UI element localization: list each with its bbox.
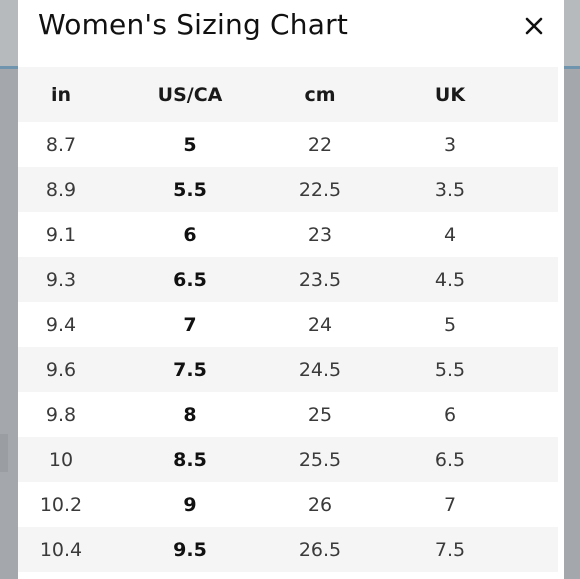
cell-in: 9.4 [45, 313, 77, 336]
cell-in: 9.6 [45, 358, 77, 381]
backdrop-right-edge [564, 69, 580, 579]
cell-us-ca: 8 [183, 403, 197, 426]
cell-spacer [536, 437, 558, 482]
cell-cm: 22.5 [298, 178, 342, 201]
cell-uk: 3.5 [434, 178, 466, 201]
sizing-table: in US/CA cm UK 8.7 5 22 3 8.9 5.5 [18, 67, 558, 572]
cell-us-ca: 8.5 [173, 448, 207, 471]
close-icon [525, 17, 543, 35]
table-row: 9.8 8 25 6 [18, 392, 558, 437]
cell-us-ca: 5.5 [173, 178, 207, 201]
cell-uk: 4.5 [434, 268, 466, 291]
cell-cm: 26.5 [298, 538, 342, 561]
modal-title: Women's Sizing Chart [38, 8, 349, 41]
cell-in: 8.9 [45, 178, 77, 201]
cell-spacer [536, 347, 558, 392]
cell-cm: 22 [307, 133, 333, 156]
cell-cm: 24.5 [298, 358, 342, 381]
cell-us-ca: 6 [183, 223, 197, 246]
header-cm: cm [304, 83, 336, 106]
table-row: 10.2 9 26 7 [18, 482, 558, 527]
header-us-ca: US/CA [157, 83, 223, 106]
backdrop-left-edge [0, 69, 18, 579]
cell-us-ca: 7.5 [173, 358, 207, 381]
cell-spacer [536, 302, 558, 347]
cell-spacer [536, 167, 558, 212]
table-row: 10 8.5 25.5 6.5 [18, 437, 558, 482]
table-row: 9.4 7 24 5 [18, 302, 558, 347]
cell-uk: 3 [443, 133, 457, 156]
cell-uk: 7 [443, 493, 457, 516]
cell-uk: 6 [443, 403, 457, 426]
table-row: 8.7 5 22 3 [18, 122, 558, 167]
cell-in: 10.4 [39, 538, 83, 561]
table-row: 8.9 5.5 22.5 3.5 [18, 167, 558, 212]
cell-cm: 25.5 [298, 448, 342, 471]
cell-cm: 24 [307, 313, 333, 336]
cell-uk: 5.5 [434, 358, 466, 381]
cell-us-ca: 9.5 [173, 538, 207, 561]
cell-spacer [536, 392, 558, 437]
cell-us-ca: 7 [183, 313, 197, 336]
cell-us-ca: 6.5 [173, 268, 207, 291]
cell-in: 9.8 [45, 403, 77, 426]
cell-cm: 23.5 [298, 268, 342, 291]
table-row: 9.3 6.5 23.5 4.5 [18, 257, 558, 302]
cell-cm: 26 [307, 493, 333, 516]
close-button[interactable] [520, 12, 548, 40]
cell-us-ca: 5 [183, 133, 197, 156]
cell-uk: 7.5 [434, 538, 466, 561]
cell-in: 9.1 [45, 223, 77, 246]
cell-in: 10.2 [39, 493, 83, 516]
sizing-chart-modal: Women's Sizing Chart in US/CA cm UK [18, 0, 564, 579]
cell-uk: 4 [443, 223, 457, 246]
cell-uk: 5 [443, 313, 457, 336]
cell-cm: 25 [307, 403, 333, 426]
cell-cm: 23 [307, 223, 333, 246]
table-row: 9.1 6 23 4 [18, 212, 558, 257]
header-in: in [50, 83, 72, 106]
cell-in: 8.7 [45, 133, 77, 156]
cell-spacer [536, 527, 558, 572]
cell-us-ca: 9 [183, 493, 197, 516]
cell-in: 10 [48, 448, 74, 471]
table-row: 9.6 7.5 24.5 5.5 [18, 347, 558, 392]
header-spacer [536, 67, 558, 122]
cell-spacer [536, 212, 558, 257]
sizing-table-container: in US/CA cm UK 8.7 5 22 3 8.9 5.5 [18, 67, 564, 572]
cell-spacer [536, 257, 558, 302]
cell-spacer [536, 482, 558, 527]
table-row: 10.4 9.5 26.5 7.5 [18, 527, 558, 572]
cell-spacer [536, 122, 558, 167]
cell-in: 9.3 [45, 268, 77, 291]
header-uk: UK [434, 83, 466, 106]
cell-uk: 6.5 [434, 448, 466, 471]
table-header-row: in US/CA cm UK [18, 67, 558, 122]
backdrop-fragment [0, 434, 8, 472]
